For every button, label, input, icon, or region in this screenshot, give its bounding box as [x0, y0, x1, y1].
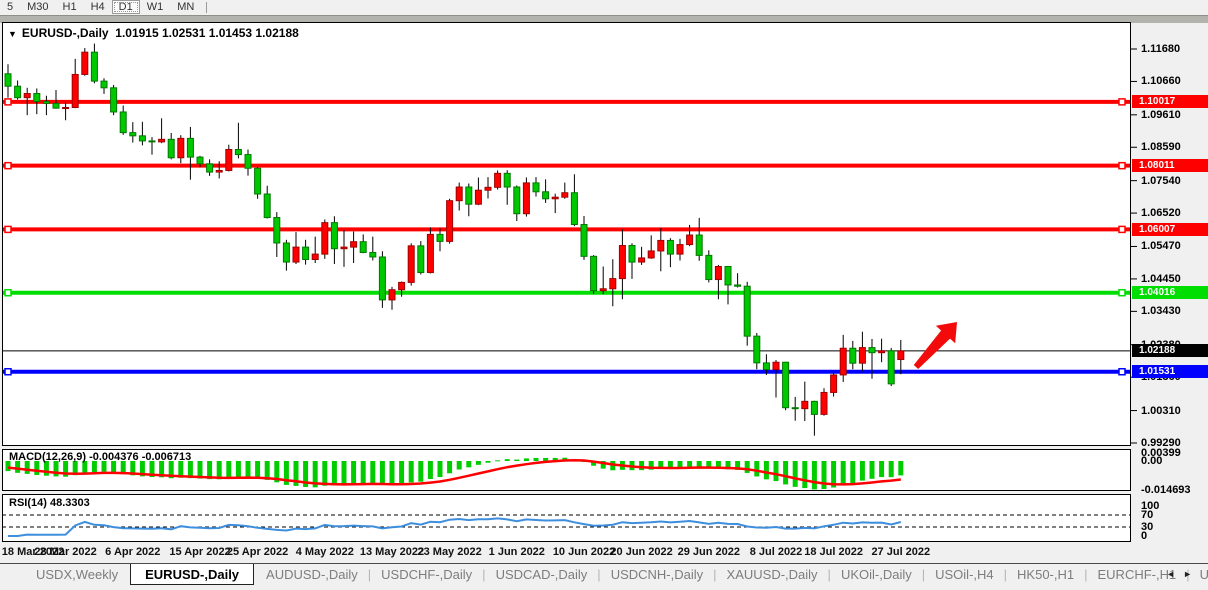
rsi-label: RSI(14) 48.3303 — [9, 497, 90, 509]
tab-separator: | — [713, 567, 717, 582]
price-chart-pane[interactable] — [2, 22, 1131, 446]
date-axis-label: 23 May 2022 — [417, 546, 482, 558]
timeframe-button-w1[interactable]: W1 — [146, 1, 164, 13]
date-axis-label: 25 Apr 2022 — [226, 546, 289, 558]
tab-scroll-left-icon[interactable]: ◄ — [1166, 569, 1184, 579]
rsi-value: 48.3303 — [49, 497, 90, 509]
chart-symbol-label: EURUSD-,Daily — [21, 26, 109, 40]
rsi-axis-label: 30 — [1141, 521, 1154, 533]
price-level-badge: 1.06007 — [1132, 222, 1208, 236]
timeframe-button-mn[interactable]: MN — [177, 1, 195, 13]
macd-axis-label: 0.00399 — [1141, 447, 1181, 460]
price-axis-label: 1.06520 — [1141, 207, 1181, 220]
tab-separator: | — [1186, 567, 1190, 582]
price-axis-label: 1.07540 — [1141, 174, 1181, 187]
timeframe-button-m30[interactable]: M30 — [27, 1, 49, 13]
price-level-badge: 1.04016 — [1132, 286, 1208, 300]
tab-separator: | — [921, 567, 926, 582]
toolbar-separator — [206, 1, 208, 13]
chart-tab-eurchf-h1[interactable]: EURCHF-,H1 — [1097, 567, 1177, 582]
tab-separator: | — [367, 567, 372, 582]
chart-tab-usdcad-daily[interactable]: USDCAD-,Daily — [495, 567, 588, 582]
chart-tab-usdx-weekly[interactable]: USDX,Weekly — [36, 567, 119, 582]
macd-axis-label: -0.014693 — [1141, 484, 1191, 497]
chart-ohlc-values: 1.01915 1.02531 1.01453 1.02188 — [115, 26, 299, 40]
date-axis-label: 29 Jun 2022 — [677, 546, 740, 558]
price-level-badge: 1.01531 — [1132, 365, 1208, 379]
symbol-tab-bar: USDX,Weekly EURUSD-,Daily AUDUSD-,Daily | US… — [0, 563, 1208, 590]
timeframe-toolbar: 5 M30 H1 H4 D1 W1 MN — [0, 0, 1208, 15]
window-divider — [0, 15, 1208, 23]
macd-label: MACD(12,26,9) -0.004376 -0.006713 — [9, 451, 192, 463]
timeframe-button-h4[interactable]: H4 — [90, 1, 105, 13]
date-axis-label: 15 Apr 2022 — [169, 546, 231, 558]
current-price-badge: 1.02188 — [1132, 344, 1208, 358]
chart-tab-xauusd-daily[interactable]: XAUUSD-,Daily — [726, 567, 818, 582]
price-level-badge: 1.08011 — [1132, 159, 1208, 173]
date-axis-label: 18 Jul 2022 — [804, 546, 863, 558]
chart-marker-icon[interactable]: ▼ — [8, 29, 17, 39]
price-axis-label: 1.08590 — [1141, 141, 1181, 154]
macd-values: -0.004376 -0.006713 — [89, 451, 192, 463]
chart-tab-usoil-h4[interactable]: USOil-,H4 — [935, 567, 994, 582]
rsi-axis-label: 70 — [1141, 509, 1154, 521]
chart-tab-audusd-daily[interactable]: AUDUSD-,Daily — [266, 567, 358, 582]
macd-axis-label: 0.00 — [1141, 455, 1163, 467]
price-axis-label: 1.09610 — [1141, 108, 1181, 121]
timeframe-button-5[interactable]: 5 — [7, 1, 14, 13]
tab-separator: | — [597, 567, 601, 582]
price-axis-label: 1.03430 — [1141, 305, 1181, 318]
date-axis-label: 1 Jun 2022 — [488, 546, 545, 558]
tab-scroll-right-icon[interactable]: ► — [1183, 569, 1200, 579]
tab-separator: | — [827, 567, 831, 582]
timeframe-button-h1[interactable]: H1 — [62, 1, 77, 13]
price-axis-label: 1.05470 — [1141, 240, 1181, 253]
date-axis-label: 4 May 2022 — [295, 546, 354, 558]
tab-separator: | — [482, 567, 486, 582]
price-level-badge: 1.10017 — [1132, 95, 1208, 109]
chart-tab-usdcnh-daily[interactable]: USDCNH-,Daily — [610, 567, 704, 582]
date-axis-label: 18 Mar 2022 — [1, 546, 65, 558]
price-axis-label: 1.10660 — [1141, 75, 1181, 88]
chart-tab-usdchf-daily[interactable]: USDCHF-,Daily — [381, 567, 473, 582]
date-axis-label: 8 Jul 2022 — [749, 546, 803, 558]
timeframe-button-d1[interactable]: D1 — [111, 0, 140, 14]
chart-tab-eurusd-daily[interactable]: EURUSD-,Daily — [130, 564, 255, 585]
date-axis-label: 10 Jun 2022 — [552, 546, 616, 558]
chart-tab-ukoil-daily[interactable]: UKOil-,Daily — [840, 567, 912, 582]
date-axis-label: 13 May 2022 — [359, 546, 425, 558]
rsi-axis-label: 100 — [1141, 500, 1160, 512]
date-axis-label: 6 Apr 2022 — [105, 546, 161, 558]
chart-tab-usoil-h4[interactable]: USOil-,H4 — [1190, 564, 1208, 582]
tab-separator: | — [1003, 567, 1008, 582]
date-axis-label: 27 Jul 2022 — [871, 546, 931, 558]
price-axis-label: 1.00310 — [1141, 404, 1181, 417]
price-axis-label: 0.99290 — [1141, 437, 1181, 449]
price-axis-label: 1.11680 — [1141, 43, 1181, 55]
chart-tab-hk50-h1[interactable]: HK50-,H1 — [1017, 567, 1075, 582]
date-axis-label: 28 Mar 2022 — [34, 546, 97, 558]
rsi-indicator-pane[interactable] — [2, 494, 1131, 542]
date-axis-label: 20 Jun 2022 — [610, 546, 673, 558]
tab-separator: | — [1084, 567, 1088, 582]
rsi-axis-label: 0 — [1141, 530, 1148, 542]
price-axis-label: 1.04450 — [1141, 272, 1181, 285]
chart-title: ▼ EURUSD-,Daily 1.01915 1.02531 1.01453 1… — [8, 26, 299, 40]
